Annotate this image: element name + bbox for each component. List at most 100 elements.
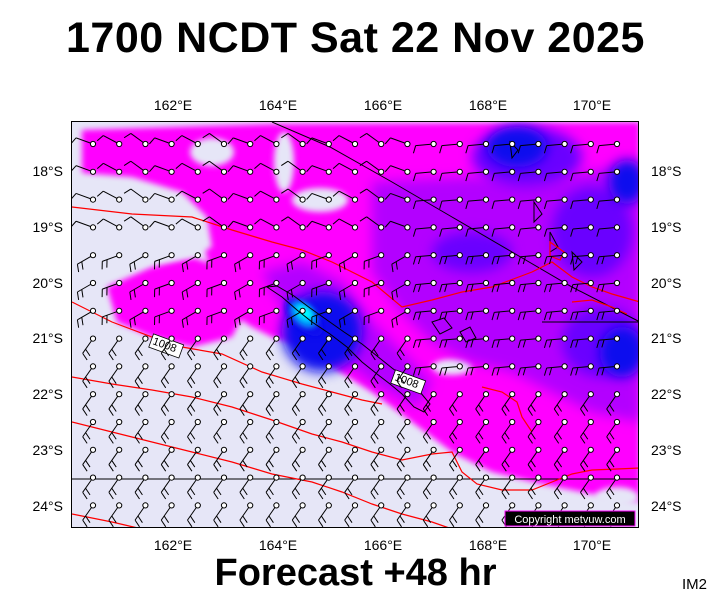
wind-barb — [291, 502, 306, 527]
wind-barb — [291, 363, 306, 389]
wind-barb — [580, 446, 594, 472]
wind-barb — [491, 335, 516, 348]
wind-barb — [82, 502, 97, 527]
lon-label-bottom-170: 170°E — [572, 537, 612, 553]
wind-barb — [596, 224, 621, 237]
wind-barb — [306, 137, 332, 148]
wind-barb — [160, 391, 175, 416]
wind-barb — [160, 363, 175, 389]
wind-barb — [258, 252, 280, 270]
wind-barb — [129, 279, 149, 300]
wind-barb — [449, 502, 463, 527]
wind-barb — [363, 252, 385, 270]
wind-barb — [465, 307, 490, 321]
wind-barb — [422, 418, 437, 444]
wind-barb — [108, 391, 123, 416]
wind-barb — [553, 446, 568, 472]
wind-barb — [202, 216, 228, 231]
wind-barb — [108, 474, 123, 500]
wind-barb — [370, 335, 385, 361]
wind-barb — [154, 252, 175, 270]
wind-barb — [439, 196, 463, 209]
wind-barb — [396, 502, 411, 527]
wind-barb — [359, 160, 385, 175]
wind-barb — [384, 165, 411, 175]
wind-barb — [254, 190, 280, 203]
wind-barb — [344, 502, 359, 527]
wind-barb — [491, 224, 516, 237]
lat-label-right-21: 21°S — [651, 330, 682, 346]
wind-barb — [606, 446, 621, 472]
wind-barb — [396, 363, 411, 389]
wind-barb — [134, 363, 149, 389]
lat-label-right-18: 18°S — [651, 163, 682, 179]
wind-barb — [570, 168, 594, 182]
wind-barb — [596, 140, 621, 154]
wind-barb — [239, 502, 254, 527]
wind-barb — [318, 502, 332, 527]
wind-barb — [175, 218, 201, 231]
wind-barb — [338, 307, 359, 328]
wind-barb — [286, 307, 306, 328]
wind-barb — [501, 418, 516, 444]
wind-barb — [338, 279, 359, 300]
wind-barb — [439, 363, 463, 376]
wind-barb — [517, 252, 542, 265]
wind-barb — [281, 188, 306, 203]
wind-barb — [318, 335, 332, 361]
wind-barb — [149, 137, 175, 148]
wind-barb — [239, 474, 254, 500]
wind-barb — [291, 418, 306, 444]
wind-barb — [291, 335, 306, 361]
lat-label-right-20: 20°S — [651, 275, 682, 291]
wind-barb — [227, 220, 254, 231]
wind-barb — [449, 418, 463, 444]
wind-barbs — [72, 132, 621, 527]
wind-barb — [517, 335, 542, 348]
wind-barb — [606, 474, 621, 500]
wind-barb — [543, 224, 568, 237]
wind-barb — [596, 252, 621, 265]
wind-barb — [239, 363, 254, 389]
wind-barb — [206, 279, 228, 298]
wind-barb — [412, 140, 437, 154]
lon-label-bottom-162: 162°E — [153, 537, 193, 553]
wind-barb — [332, 135, 359, 148]
wind-barb — [101, 252, 123, 270]
wind-barb — [596, 196, 621, 209]
lat-label-left-22: 22°S — [32, 386, 63, 402]
wind-barb — [239, 418, 254, 444]
lat-label-right-22: 22°S — [651, 386, 682, 402]
wind-barb — [465, 252, 490, 265]
wind-barb — [134, 391, 149, 416]
wind-barb — [384, 137, 411, 148]
wind-barb — [391, 252, 411, 273]
wind-barb — [101, 279, 123, 298]
wind-barb — [239, 391, 254, 416]
wind-barb — [570, 307, 594, 321]
wind-barb — [108, 446, 123, 472]
wind-barb — [422, 446, 437, 472]
wind-barb — [160, 474, 175, 500]
wind-barb — [439, 335, 463, 348]
wind-barb — [596, 335, 621, 348]
wind-barb — [553, 474, 568, 500]
wind-barb — [475, 502, 490, 527]
wind-barb — [344, 446, 359, 472]
lon-label-bottom-166: 166°E — [363, 537, 403, 553]
wind-barb — [439, 307, 463, 321]
wind-barb — [396, 446, 411, 472]
wind-barb — [465, 140, 490, 154]
wind-barb — [134, 474, 149, 500]
wind-barb — [422, 502, 437, 527]
wind-barb — [359, 188, 385, 203]
wind-barb — [291, 446, 306, 472]
wind-barb — [517, 168, 542, 182]
wind-barb — [254, 135, 280, 148]
wind-barb — [396, 418, 411, 444]
wind-barb — [265, 335, 280, 361]
wind-barb — [82, 363, 97, 389]
copyright-box — [504, 510, 636, 527]
wind-barb — [543, 140, 568, 154]
wind-barb — [501, 446, 516, 472]
